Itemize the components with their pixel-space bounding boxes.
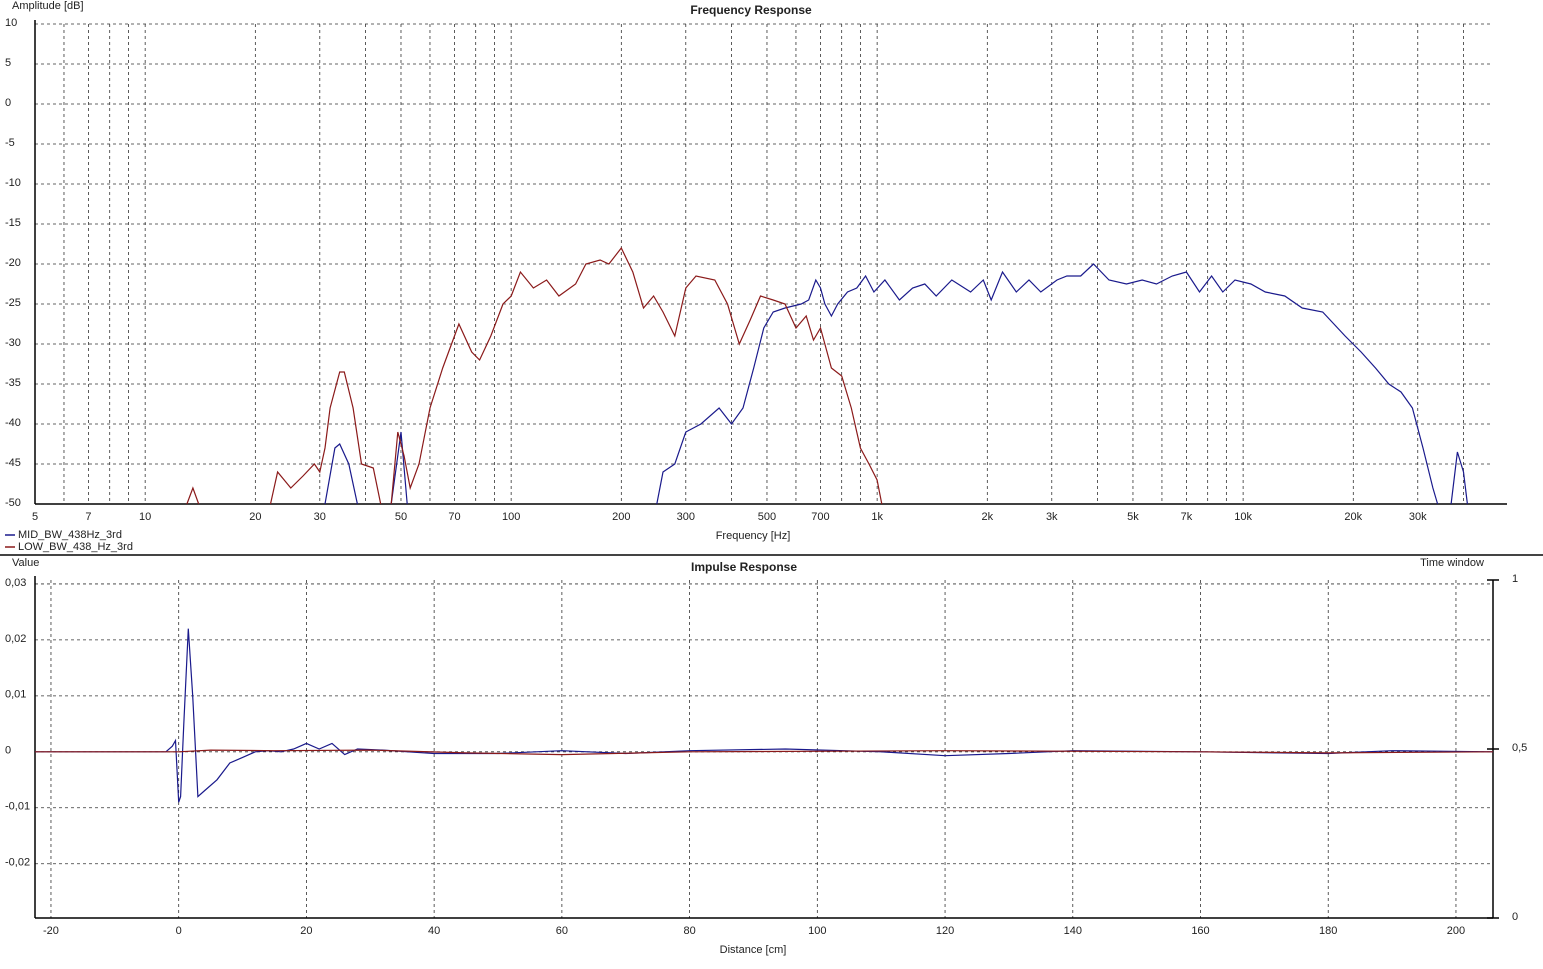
x-tick-label: 40 bbox=[428, 925, 440, 937]
x-tick-label: 200 bbox=[612, 511, 630, 523]
y2-axis-label: Time window bbox=[1420, 557, 1484, 569]
x-tick-label: 140 bbox=[1064, 925, 1082, 937]
y-tick-label: -25 bbox=[5, 297, 21, 309]
x-tick-label: 20 bbox=[300, 925, 312, 937]
x-tick-label: 120 bbox=[936, 925, 954, 937]
x-tick-label: 2k bbox=[982, 511, 994, 523]
x-tick-label: 300 bbox=[677, 511, 695, 523]
legend-label: MID_BW_438Hz_3rd bbox=[18, 529, 122, 541]
x-tick-label: 0 bbox=[176, 925, 182, 937]
x-tick-label: 50 bbox=[395, 511, 407, 523]
y-tick-label: -10 bbox=[5, 177, 21, 189]
y-tick-label: -45 bbox=[5, 457, 21, 469]
x-tick-label: 100 bbox=[808, 925, 826, 937]
y-tick-label: -15 bbox=[5, 217, 21, 229]
y-tick-label: 0,03 bbox=[5, 577, 26, 589]
y-tick-label: -0,01 bbox=[5, 801, 30, 813]
y-tick-label: 10 bbox=[5, 17, 17, 29]
y-tick-label: 5 bbox=[5, 57, 11, 69]
x-tick-label: 60 bbox=[556, 925, 568, 937]
series-line bbox=[35, 628, 1494, 803]
y-tick-label: 0,02 bbox=[5, 633, 26, 645]
x-tick-label: 10 bbox=[139, 511, 151, 523]
x-tick-label: 200 bbox=[1447, 925, 1465, 937]
y-tick-label: -0,02 bbox=[5, 857, 30, 869]
x-tick-label: 160 bbox=[1191, 925, 1209, 937]
x-tick-label: -20 bbox=[43, 925, 59, 937]
x-tick-label: 500 bbox=[758, 511, 776, 523]
x-tick-label: 10k bbox=[1234, 511, 1252, 523]
x-tick-label: 3k bbox=[1046, 511, 1058, 523]
y-tick-label: -30 bbox=[5, 337, 21, 349]
x-tick-label: 100 bbox=[502, 511, 520, 523]
x-tick-label: 180 bbox=[1319, 925, 1337, 937]
y-axis-label: Amplitude [dB] bbox=[12, 0, 84, 12]
y-axis-label: Value bbox=[12, 557, 39, 569]
y-tick-label: -40 bbox=[5, 417, 21, 429]
y-tick-label: 0 bbox=[5, 745, 11, 757]
y-tick-label: -50 bbox=[5, 497, 21, 509]
y-tick-label: -20 bbox=[5, 257, 21, 269]
y-tick-label: -35 bbox=[5, 377, 21, 389]
y2-tick-label: 0 bbox=[1512, 911, 1518, 923]
chart-title: Frequency Response bbox=[690, 3, 812, 17]
x-tick-label: 30k bbox=[1409, 511, 1427, 523]
series-line bbox=[186, 246, 883, 505]
x-axis-label: Frequency [Hz] bbox=[716, 530, 791, 542]
x-tick-label: 700 bbox=[811, 511, 829, 523]
x-tick-label: 1k bbox=[871, 511, 883, 523]
y-tick-label: -5 bbox=[5, 137, 15, 149]
series-line bbox=[324, 263, 1468, 505]
y2-tick-label: 1 bbox=[1512, 573, 1518, 585]
chart-title: Impulse Response bbox=[691, 560, 797, 574]
x-tick-label: 5 bbox=[32, 511, 38, 523]
x-tick-label: 70 bbox=[448, 511, 460, 523]
y-tick-label: 0,01 bbox=[5, 689, 26, 701]
y2-tick-label: 0,5 bbox=[1512, 742, 1527, 754]
x-tick-label: 80 bbox=[683, 925, 695, 937]
x-tick-label: 30 bbox=[314, 511, 326, 523]
x-tick-label: 20k bbox=[1344, 511, 1362, 523]
x-tick-label: 7 bbox=[85, 511, 91, 523]
series-line bbox=[35, 749, 1494, 756]
x-axis-label: Distance [cm] bbox=[720, 944, 787, 956]
y-tick-label: 0 bbox=[5, 97, 11, 109]
legend-label: LOW_BW_438_Hz_3rd bbox=[18, 541, 133, 553]
x-tick-label: 5k bbox=[1127, 511, 1139, 523]
x-tick-label: 20 bbox=[249, 511, 261, 523]
x-tick-label: 7k bbox=[1181, 511, 1193, 523]
